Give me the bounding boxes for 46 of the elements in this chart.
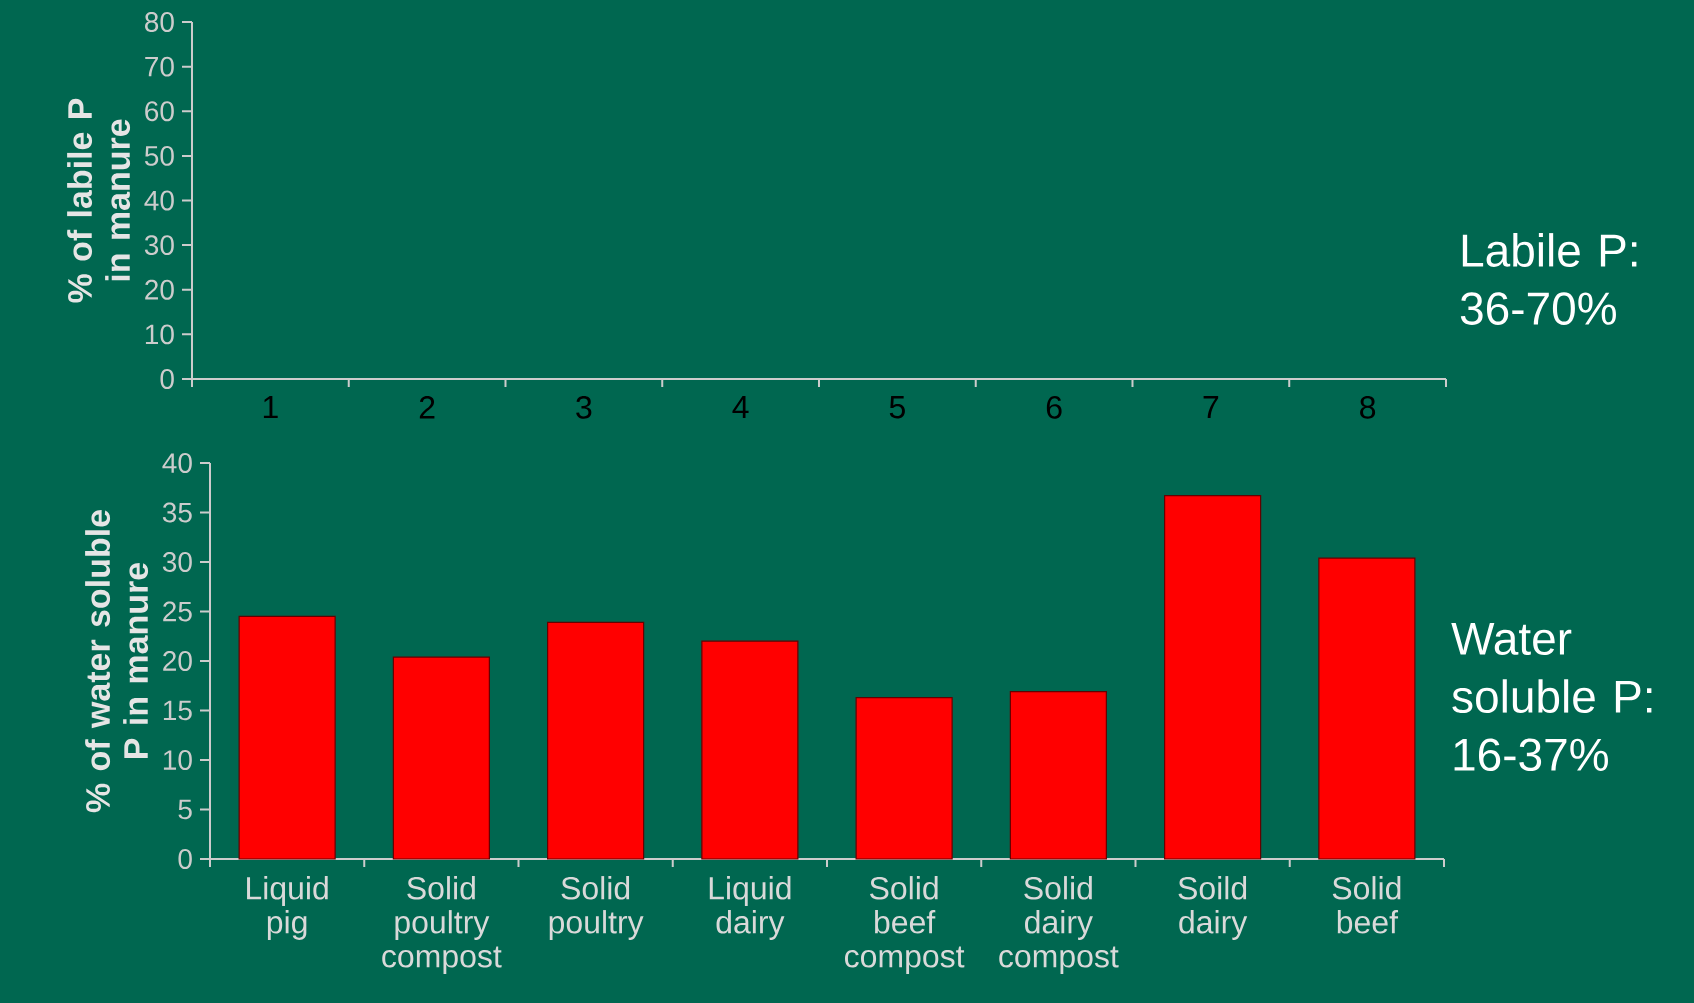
x-tick-label: Solid poultry <box>549 876 644 940</box>
x-tick-label: 4 <box>732 396 749 419</box>
y-axis-title: % of labile P in manure <box>67 98 131 303</box>
bar <box>547 621 645 860</box>
bar <box>1164 495 1262 860</box>
bar <box>1009 691 1107 860</box>
x-tick-label: Solid beef compost <box>845 876 965 974</box>
x-tick-label: Liquid pig <box>247 876 328 940</box>
y-tick-label: 20 <box>163 651 192 671</box>
y-tick-label: 20 <box>145 279 174 300</box>
x-tick-label: 7 <box>1203 396 1219 419</box>
x-tick-label: 8 <box>1360 396 1376 419</box>
text: Water soluble P: 16-37% <box>1451 622 1652 772</box>
x-tick-label: 5 <box>889 396 905 419</box>
text: Labile P: 36-70% <box>1460 233 1637 325</box>
bar <box>1318 557 1416 860</box>
y-tick-label: 30 <box>144 235 174 256</box>
y-tick-label: 15 <box>163 700 192 721</box>
x-tick-label: Solid beef <box>1332 876 1401 934</box>
y-tick-label: 40 <box>144 190 174 211</box>
y-axis-title: % of water soluble P in manure <box>85 510 149 813</box>
y-tick-label: 0 <box>178 849 192 869</box>
y-tick-label: 10 <box>145 324 174 345</box>
x-tick-label: 3 <box>576 396 592 419</box>
y-tick-label: 40 <box>162 453 192 473</box>
bar <box>855 697 953 860</box>
y-tick-label: 35 <box>162 502 192 523</box>
y-tick-label: 60 <box>145 101 174 122</box>
bar <box>238 615 336 860</box>
y-tick-label: 30 <box>162 552 192 572</box>
x-tick-label: 2 <box>419 396 435 419</box>
y-tick-label: 0 <box>160 369 174 389</box>
x-tick-label: Soild dairy <box>1178 876 1248 940</box>
bar <box>701 640 799 860</box>
x-tick-label: Solid dairy compost <box>999 876 1119 974</box>
y-tick-label: 50 <box>144 145 174 166</box>
x-tick-label: 6 <box>1046 396 1062 419</box>
x-tick-label: Solid poultry compost <box>382 876 502 974</box>
x-tick-label: Liquid dairy <box>709 876 791 940</box>
y-tick-label: 25 <box>163 601 192 622</box>
x-tick-label: 1 <box>263 396 278 419</box>
bar <box>392 656 490 860</box>
y-tick-label: 10 <box>163 750 192 770</box>
y-tick-label: 5 <box>178 799 192 820</box>
y-tick-label: 80 <box>145 12 174 32</box>
y-tick-label: 70 <box>145 56 174 77</box>
